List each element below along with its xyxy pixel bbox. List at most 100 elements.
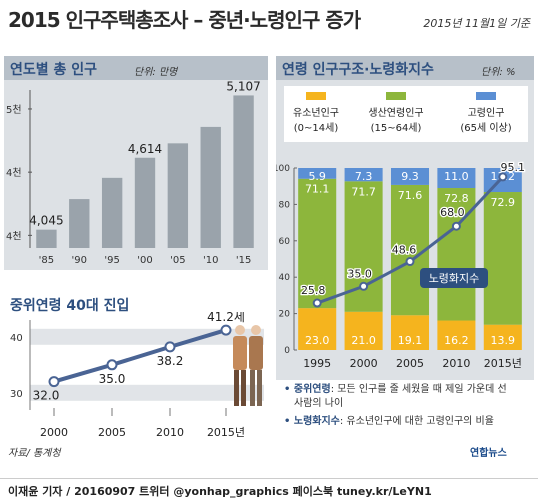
aging-index-data-label: 68.0 [440,206,465,219]
structure-bar-segment [483,192,522,325]
aging-index-point [451,221,461,231]
population-ytick-label: 5천 [6,104,22,116]
structure-xtick-label: 2000 [350,357,378,370]
credit-line: 이재윤 기자 / 20160907 트위터 @yonhap_graphics 페… [8,485,432,498]
population-bar [69,199,90,248]
age-structure-chart: 유소년인구 (0~14세) 생산연령인구 (15~64세) 고령인구 (65세 이상) 0 2… [276,80,534,380]
median-age-xtick-label: 2015년 [207,426,245,439]
structure-data-label: 72.8 [444,192,469,205]
aging-index-data-label: 48.6 [392,244,417,257]
population-data-label: 4,045 [29,214,63,228]
median-age-data-label: 41.2세 [207,312,245,324]
structure-bar-segment [483,324,522,350]
aging-index-data-label: 35.0 [347,267,372,280]
aging-index-point [359,281,369,291]
median-age-xtick-label: 2010 [156,426,184,439]
median-age-data-label: 38.2 [157,354,184,368]
structure-bar-segment [390,168,430,185]
legend-swatch [386,92,406,100]
structure-data-label: 13.9 [491,334,516,347]
structure-data-label: 71.7 [351,185,376,198]
structure-bar-segment [344,168,383,182]
structure-data-label: 5.9 [308,170,326,183]
note-term-median-age: • 중위연령 [284,384,331,395]
structure-panel-header: 연령 인구구조·노령화지수 단위: % [276,56,534,80]
population-xtick-label: '85 [39,255,54,266]
structure-ytick-label: 20 [279,310,291,320]
person-leg [257,370,262,406]
legend-label: 고령인구 [468,107,505,119]
population-bar [233,95,254,248]
structure-xtick-label: 2010 [442,357,470,370]
structure-data-label: 72.9 [491,196,516,209]
median-age-line [53,328,227,384]
note-text-aging-index: : 유소년인구에 대한 고령인구의 비율 [339,416,494,427]
median-age-ytick-label: 30 [10,389,23,400]
note-text-median-age: : 모든 인구를 줄 세웠을 때 제일 가운데 선 [330,384,507,395]
bottom-bar [0,478,538,502]
person-head [235,325,245,335]
structure-bar-segment [437,320,476,350]
population-data-label: 5,107 [226,80,260,93]
population-xtick-label: '05 [170,255,185,266]
structure-xtick-label: 2015년 [484,357,522,370]
aging-index-point [498,172,508,182]
population-xtick-label: '90 [72,255,87,266]
population-xtick-label: '10 [203,255,218,266]
median-age-xtick-label: 2005 [98,426,126,439]
population-bar [167,143,189,248]
aging-index-tag-bg [420,268,488,288]
median-age-data-label: 32.0 [33,389,60,403]
structure-legend: 유소년인구 (0~14세) 생산연령인구 (15~64세) 고령인구 (65세 이상) [284,86,528,142]
person-leg [241,370,246,406]
structure-heading: 연령 인구구조·노령화지수 [282,62,434,78]
structure-bar-segment [298,168,337,179]
population-xtick-label: '15 [236,255,251,266]
median-age-heading: 중위연령 40대 진입 [10,298,130,314]
legend-swatch [306,92,326,100]
aging-index-data-label: 25.8 [301,284,326,297]
median-age-data-label: 35.0 [99,372,126,386]
structure-data-label: 23.0 [305,334,330,347]
structure-data-label: 16.2 [444,334,469,347]
structure-data-label: 21.0 [351,334,376,347]
population-bar [200,126,221,248]
population-bar [134,157,156,248]
median-age-point [220,324,232,336]
structure-xtick-label: 1995 [303,357,331,370]
population-ytick-label: 4천 [6,167,22,179]
person-body [233,336,247,370]
note-median-age-cont: 사람의 나이 [284,397,534,411]
page-title: 2015 인구주택총조사 – 중년·노령인구 증가 [8,8,361,32]
population-data-label: 4,614 [128,142,162,156]
population-heading: 연도별 총 인구 [10,62,98,78]
elderly-couple-illustration [233,325,263,406]
source: 자료/ 통계청 [8,448,61,459]
structure-bar-segment [298,308,337,350]
median-age-band [30,328,264,345]
legend-sublabel: (65세 이상) [460,122,511,134]
structure-data-label: 19.1 [398,334,423,347]
structure-data-label: 7.3 [355,170,373,183]
structure-data-label: 71.6 [398,189,423,202]
structure-xtick-label: 2005 [396,357,424,370]
structure-data-label: 9.3 [401,170,419,183]
legend-sublabel: (0~14세) [294,122,339,134]
population-xtick-label: '95 [104,255,119,266]
median-age-band [30,384,264,401]
structure-ytick-label: 0 [284,346,290,356]
legend-sublabel: (15~64세) [371,122,422,134]
aging-index-point [405,257,415,267]
reference-date: 2015년 11월1일 기준 [423,17,530,30]
population-bar-chart: 4천 4천 5천 '85 4,045 '90 '95 '00 4,614 '05 '10 '15 5,1… [4,80,268,270]
structure-bar-segment [390,315,430,350]
population-bar [101,177,123,248]
legend-swatch [476,92,496,100]
person-leg [250,370,255,406]
structure-ytick-label: 80 [279,200,291,210]
population-ytick-label: 4천 [6,230,22,242]
median-age-xtick-label: 2000 [40,426,68,439]
person-head [251,325,261,335]
median-age-ytick-label: 40 [10,333,23,344]
notes: • 중위연령: 모든 인구를 줄 세웠을 때 제일 가운데 선 사람의 나이 •… [284,383,534,429]
